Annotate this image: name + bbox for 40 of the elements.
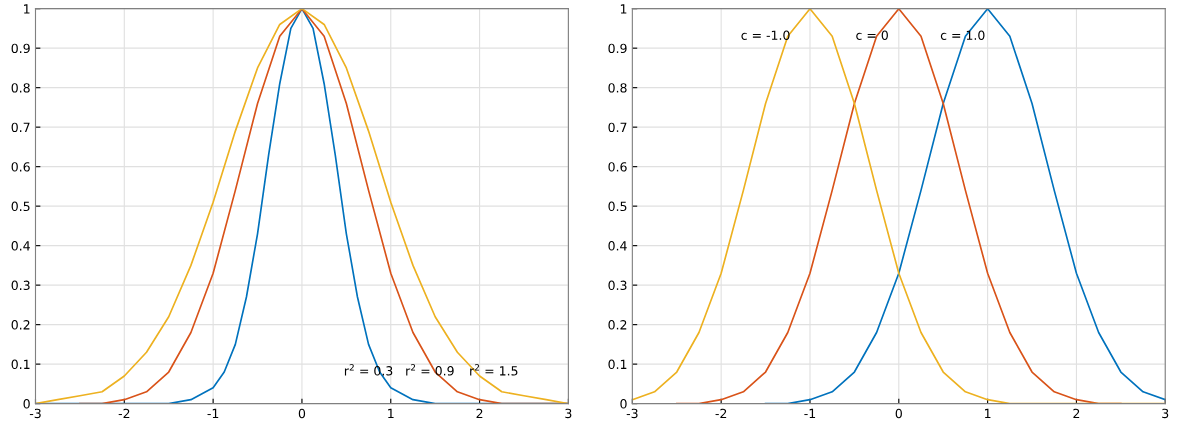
y-tick-label: 0 bbox=[620, 399, 627, 409]
x-tick-label: 3 bbox=[1162, 408, 1169, 419]
y-tick-label: 0.8 bbox=[11, 83, 30, 93]
y-tick-label: 0.9 bbox=[11, 43, 30, 54]
x-tick-label: -1 bbox=[207, 408, 219, 418]
y-tick-label: 1 bbox=[24, 4, 30, 14]
annotation: r$^{2}$ = 1.5 bbox=[470, 364, 518, 376]
x-tick-label: -3 bbox=[626, 408, 638, 419]
x-tick-label: 1 bbox=[388, 408, 394, 418]
x-tick-label: 1 bbox=[985, 408, 991, 418]
y-tick-label: 0.7 bbox=[608, 122, 627, 133]
y-tick-label: 0.2 bbox=[608, 320, 627, 330]
y-tick-label: 0.9 bbox=[608, 43, 627, 54]
y-tick-label: 0.1 bbox=[608, 359, 627, 370]
y-tick-label: 0.1 bbox=[11, 359, 30, 370]
x-tick-label: -1 bbox=[804, 408, 816, 418]
y-tick-label: 0.5 bbox=[608, 201, 627, 212]
annotation: c = 0 bbox=[856, 30, 888, 40]
y-tick-label: 0.3 bbox=[11, 280, 30, 291]
annotation: r$^{2}$ = 0.9 bbox=[406, 364, 454, 376]
x-tick-label: 0 bbox=[895, 408, 902, 419]
y-tick-label: 0.3 bbox=[608, 280, 627, 291]
x-tick-label: 3 bbox=[565, 408, 572, 419]
y-tick-label: 0 bbox=[23, 399, 30, 409]
y-tick-label: 0.5 bbox=[11, 201, 30, 212]
x-tick-label: -3 bbox=[29, 408, 41, 419]
y-tick-label: 0.6 bbox=[608, 162, 627, 172]
x-tick-label: 2 bbox=[1073, 408, 1080, 418]
x-tick-label: -2 bbox=[118, 408, 130, 418]
x-tick-label: 0 bbox=[298, 408, 306, 419]
y-tick-label: 0.4 bbox=[608, 241, 627, 251]
y-tick-label: 1 bbox=[620, 4, 627, 14]
y-tick-label: 0.7 bbox=[11, 122, 30, 133]
y-tick-label: 0.4 bbox=[11, 241, 30, 251]
x-tick-label: 2 bbox=[476, 408, 483, 418]
x-tick-label: -2 bbox=[715, 408, 727, 418]
y-tick-label: 0.8 bbox=[608, 83, 627, 93]
y-tick-label: 0.6 bbox=[11, 162, 30, 172]
annotation: c = 1.0 bbox=[940, 30, 985, 40]
y-tick-label: 0.2 bbox=[11, 320, 30, 330]
